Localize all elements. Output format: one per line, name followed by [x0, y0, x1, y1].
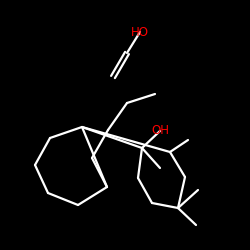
- Text: OH: OH: [151, 124, 169, 138]
- Text: HO: HO: [131, 26, 149, 38]
